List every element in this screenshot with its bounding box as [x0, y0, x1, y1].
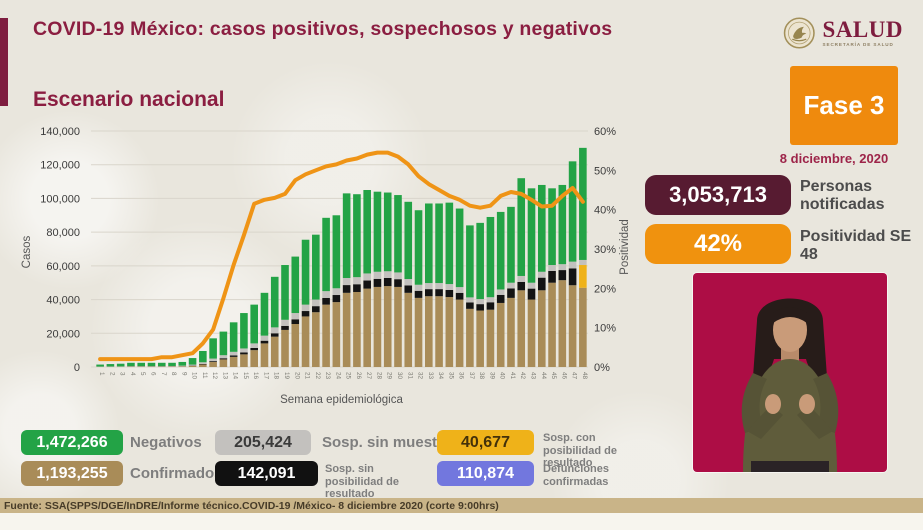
svg-text:40: 40 [499, 372, 506, 380]
legend-label-confirmados: Confirmados [130, 465, 223, 482]
svg-text:22: 22 [314, 372, 321, 380]
svg-text:10%: 10% [594, 323, 616, 335]
page-title: COVID-19 México: casos positivos, sospec… [33, 18, 613, 40]
svg-text:43: 43 [530, 372, 537, 380]
phase-badge: Fase 3 [790, 66, 898, 145]
svg-text:40,000: 40,000 [46, 295, 80, 307]
svg-text:37: 37 [468, 372, 475, 380]
positivity-label: Positividad SE 48 [800, 228, 912, 263]
report-date: 8 diciembre, 2020 [779, 151, 889, 166]
svg-text:10: 10 [191, 372, 198, 380]
svg-text:28: 28 [375, 372, 382, 380]
maroon-accent-bar [0, 18, 8, 106]
svg-text:26: 26 [355, 372, 362, 380]
svg-text:27: 27 [365, 372, 372, 380]
svg-text:9: 9 [180, 372, 187, 376]
svg-text:34: 34 [437, 372, 444, 380]
svg-text:44: 44 [540, 372, 547, 380]
svg-text:48: 48 [581, 372, 588, 380]
svg-text:12: 12 [211, 372, 218, 380]
svg-text:32: 32 [417, 372, 424, 380]
svg-text:20%: 20% [594, 283, 616, 295]
svg-text:11: 11 [201, 372, 208, 379]
svg-text:Casos: Casos [21, 235, 33, 268]
svg-text:3: 3 [119, 372, 126, 376]
positivity-value-badge: 42% [645, 224, 791, 264]
legend-value-negativos: 1,472,266 [21, 430, 123, 455]
svg-text:2: 2 [108, 372, 115, 376]
svg-text:13: 13 [221, 372, 228, 380]
svg-text:23: 23 [324, 372, 331, 380]
svg-text:60%: 60% [594, 126, 616, 138]
svg-text:19: 19 [283, 372, 290, 380]
svg-text:20,000: 20,000 [46, 328, 80, 340]
svg-text:Positividad: Positividad [619, 219, 631, 275]
svg-text:120,000: 120,000 [40, 160, 80, 172]
svg-text:24: 24 [334, 372, 341, 380]
persons-notified-value-badge: 3,053,713 [645, 175, 791, 215]
legend-label-sosp-sin-muestra: Sosp. sin muestra [322, 434, 452, 451]
svg-text:45: 45 [550, 372, 557, 380]
legend-value-defunciones: 110,874 [437, 461, 534, 486]
section-title: Escenario nacional [33, 88, 225, 111]
legend-value-sosp-con-posibilidad: 40,677 [437, 430, 534, 455]
svg-text:0%: 0% [594, 362, 610, 374]
salud-eagle-emblem-icon [783, 17, 815, 49]
svg-text:15: 15 [242, 372, 249, 380]
persons-notified-label: Personas notificadas [800, 178, 885, 213]
svg-text:140,000: 140,000 [40, 126, 80, 138]
svg-text:30: 30 [396, 372, 403, 380]
sign-language-interpreter-video [693, 273, 887, 472]
logo-subtitle: SECRETARÍA DE SALUD [822, 42, 894, 48]
svg-text:20: 20 [293, 372, 300, 380]
svg-text:30%: 30% [594, 244, 616, 256]
source-footer-text: Fuente: SSA(SPPS/DGE/InDRE/Informe técni… [4, 499, 499, 512]
svg-text:21: 21 [304, 372, 311, 380]
svg-text:Semana epidemiológica: Semana epidemiológica [280, 394, 403, 406]
svg-text:8: 8 [170, 372, 177, 376]
svg-text:33: 33 [427, 372, 434, 380]
svg-text:31: 31 [406, 372, 413, 380]
svg-text:100,000: 100,000 [40, 193, 80, 205]
source-footer-bar: Fuente: SSA(SPPS/DGE/InDRE/Informe técni… [0, 498, 923, 513]
svg-text:16: 16 [252, 372, 259, 380]
logo-wordmark: SALUD [822, 17, 903, 43]
svg-text:38: 38 [478, 372, 485, 380]
svg-text:17: 17 [262, 372, 269, 380]
svg-text:14: 14 [232, 372, 239, 380]
interpreter-illustration [693, 273, 887, 472]
svg-text:29: 29 [386, 372, 393, 380]
legend-value-sosp-sin-posibilidad: 142,091 [215, 461, 318, 486]
svg-text:40%: 40% [594, 205, 616, 217]
bottom-strip [0, 513, 923, 530]
svg-text:0: 0 [74, 362, 80, 374]
legend-label-sosp-con-posibilidad: Sosp. con posibilidad de resultado [543, 432, 617, 470]
legend-value-confirmados: 1,193,255 [21, 461, 123, 486]
svg-text:36: 36 [458, 372, 465, 380]
svg-text:60,000: 60,000 [46, 261, 80, 273]
svg-text:1: 1 [98, 372, 105, 376]
legend-label-sosp-sin-posibilidad: Sosp. sin posibilidad de resultado [325, 463, 399, 501]
svg-text:46: 46 [560, 372, 567, 380]
svg-text:41: 41 [509, 372, 516, 380]
svg-text:47: 47 [571, 372, 578, 380]
salud-logo: SALUD SECRETARÍA DE SALUD [783, 8, 903, 58]
legend-label-defunciones: Defunciones confirmadas [543, 463, 610, 488]
legend-value-sosp-sin-muestra: 205,424 [215, 430, 311, 455]
legend-label-negativos: Negativos [130, 434, 202, 451]
svg-text:42: 42 [519, 372, 526, 380]
national-scenario-chart: 0 20,000 40,000 60,000 80,000 100,000 120,000 1… [21, 126, 631, 406]
svg-text:39: 39 [488, 372, 495, 380]
svg-text:35: 35 [447, 372, 454, 380]
svg-text:6: 6 [149, 372, 156, 376]
svg-text:7: 7 [160, 372, 167, 376]
svg-text:50%: 50% [594, 165, 616, 177]
svg-text:25: 25 [345, 372, 352, 380]
svg-text:18: 18 [273, 372, 280, 380]
svg-text:5: 5 [139, 372, 146, 376]
svg-text:80,000: 80,000 [46, 227, 80, 239]
svg-text:4: 4 [129, 372, 136, 376]
